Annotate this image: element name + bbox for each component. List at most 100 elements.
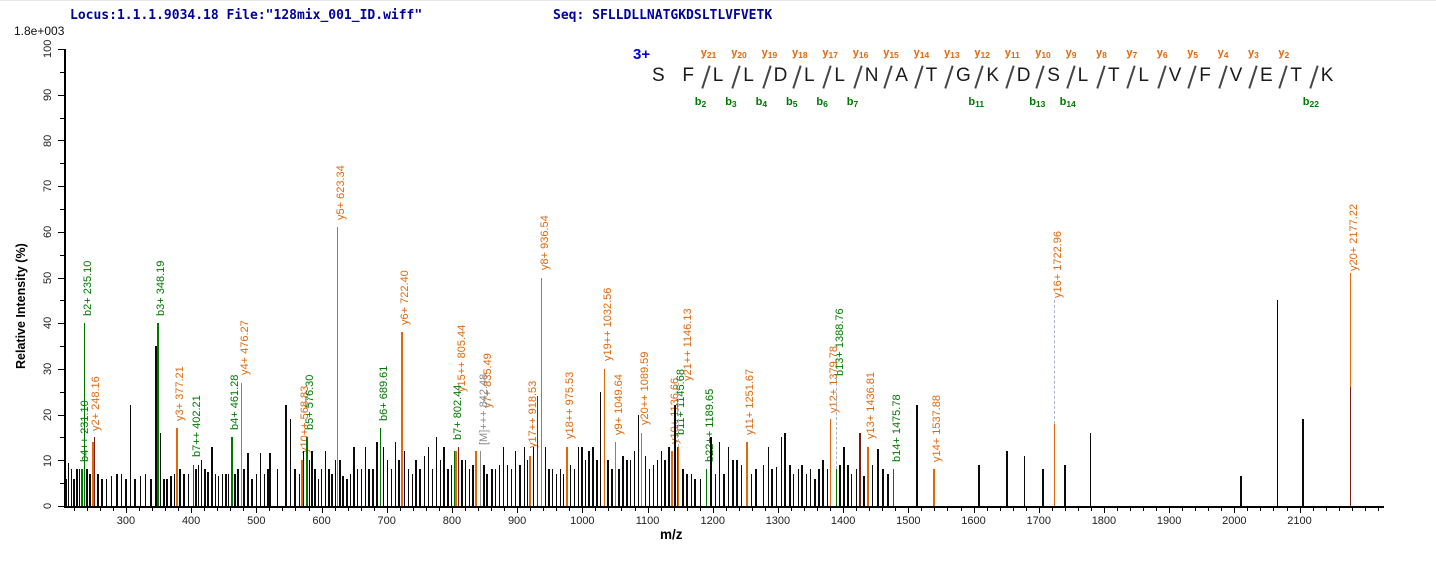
peak	[491, 469, 493, 506]
peak-stem	[1349, 272, 1352, 388]
peak	[682, 469, 684, 506]
x-minor-tick	[543, 507, 545, 511]
peak-b22	[705, 469, 708, 506]
peak	[699, 478, 702, 506]
cleavage-mark	[1005, 65, 1014, 89]
x-major-tick	[125, 507, 127, 513]
peak	[129, 405, 132, 506]
y-tick-label: 10	[42, 454, 54, 467]
peak-label: b3+ 348.19	[155, 260, 168, 316]
x-major-tick	[191, 507, 193, 513]
y-ion-label: y12	[974, 47, 990, 60]
peak	[809, 469, 812, 506]
peak	[736, 460, 738, 506]
peak	[110, 476, 113, 506]
residue: T	[1290, 65, 1302, 86]
peak	[843, 446, 845, 506]
x-minor-tick	[1260, 507, 1262, 511]
x-minor-tick	[1338, 507, 1340, 511]
x-minor-tick	[699, 507, 701, 511]
peak-label: y18++ 975.53	[564, 371, 577, 440]
peak	[784, 432, 786, 506]
peak	[376, 442, 378, 506]
peak	[125, 478, 127, 506]
y-tick-label: 80	[42, 134, 54, 147]
peak-label: y20++ 1089.59	[638, 351, 651, 426]
peak-label: b13+ 1388.76	[833, 308, 846, 377]
y-major-tick	[58, 368, 64, 370]
peak-y11	[746, 442, 748, 506]
x-tick-label: 1200	[700, 515, 725, 527]
peak	[797, 469, 799, 506]
x-minor-tick	[152, 507, 154, 511]
y-major-tick	[58, 49, 64, 50]
peak	[390, 469, 393, 506]
cleavage-mark	[883, 65, 893, 89]
peak	[618, 469, 620, 506]
x-minor-tick	[1325, 507, 1327, 511]
peak	[532, 446, 535, 506]
precursor-charge-label: 3+	[633, 46, 651, 63]
y-minor-tick	[60, 483, 64, 485]
peak	[308, 460, 310, 506]
peak	[364, 446, 367, 506]
peak-M	[479, 451, 482, 506]
residue: L	[712, 65, 724, 86]
x-minor-tick	[347, 507, 349, 511]
peak	[447, 469, 449, 506]
b-ion-label: b4	[755, 96, 768, 109]
x-minor-tick	[1364, 507, 1366, 511]
peak	[267, 469, 269, 506]
residue: L	[1077, 65, 1089, 86]
peak	[139, 476, 142, 506]
peak	[592, 446, 594, 506]
peak	[686, 474, 688, 506]
x-major-tick	[1299, 507, 1301, 513]
peak	[225, 474, 227, 506]
peak	[847, 464, 849, 506]
peak	[386, 460, 389, 506]
peak-label: b7+ 802.44	[451, 384, 464, 441]
peak	[195, 469, 197, 506]
peak	[1089, 432, 1092, 506]
peak	[762, 464, 765, 506]
peak	[599, 391, 602, 506]
peak	[197, 464, 200, 506]
residue: L	[743, 65, 754, 86]
y-tick-label: 20	[42, 408, 54, 421]
peak	[342, 476, 344, 506]
x-major-tick	[777, 507, 779, 513]
y-ion-label: y20	[731, 47, 747, 60]
peak	[626, 460, 628, 506]
peak	[435, 437, 438, 506]
peak	[569, 464, 572, 506]
peak	[97, 474, 99, 506]
cleavage-mark	[1187, 65, 1197, 89]
peak	[431, 469, 434, 506]
peak	[411, 474, 414, 506]
x-major-tick	[451, 507, 453, 513]
peak	[789, 464, 791, 506]
x-minor-tick	[556, 507, 558, 511]
b-ion-label: b3	[725, 96, 737, 109]
peak	[839, 464, 841, 506]
residue: L	[1138, 65, 1149, 86]
residue: G	[956, 65, 971, 86]
peak	[65, 478, 67, 506]
cleavage-mark	[1065, 65, 1075, 89]
residue: V	[1168, 65, 1182, 86]
peak	[372, 469, 374, 506]
x-minor-tick	[934, 507, 936, 511]
x-tick-label: 1700	[1026, 515, 1051, 527]
peak	[648, 469, 651, 506]
peak	[251, 478, 253, 506]
residue: T	[925, 65, 938, 86]
peak	[150, 478, 152, 506]
y-axis-title: Relative Intensity (%)	[14, 243, 28, 369]
peak	[887, 474, 889, 506]
x-minor-tick	[1116, 507, 1118, 511]
cleavage-mark	[1217, 65, 1227, 89]
cleavage-mark	[792, 65, 802, 89]
x-minor-tick	[73, 507, 75, 511]
x-major-tick	[1103, 507, 1105, 513]
